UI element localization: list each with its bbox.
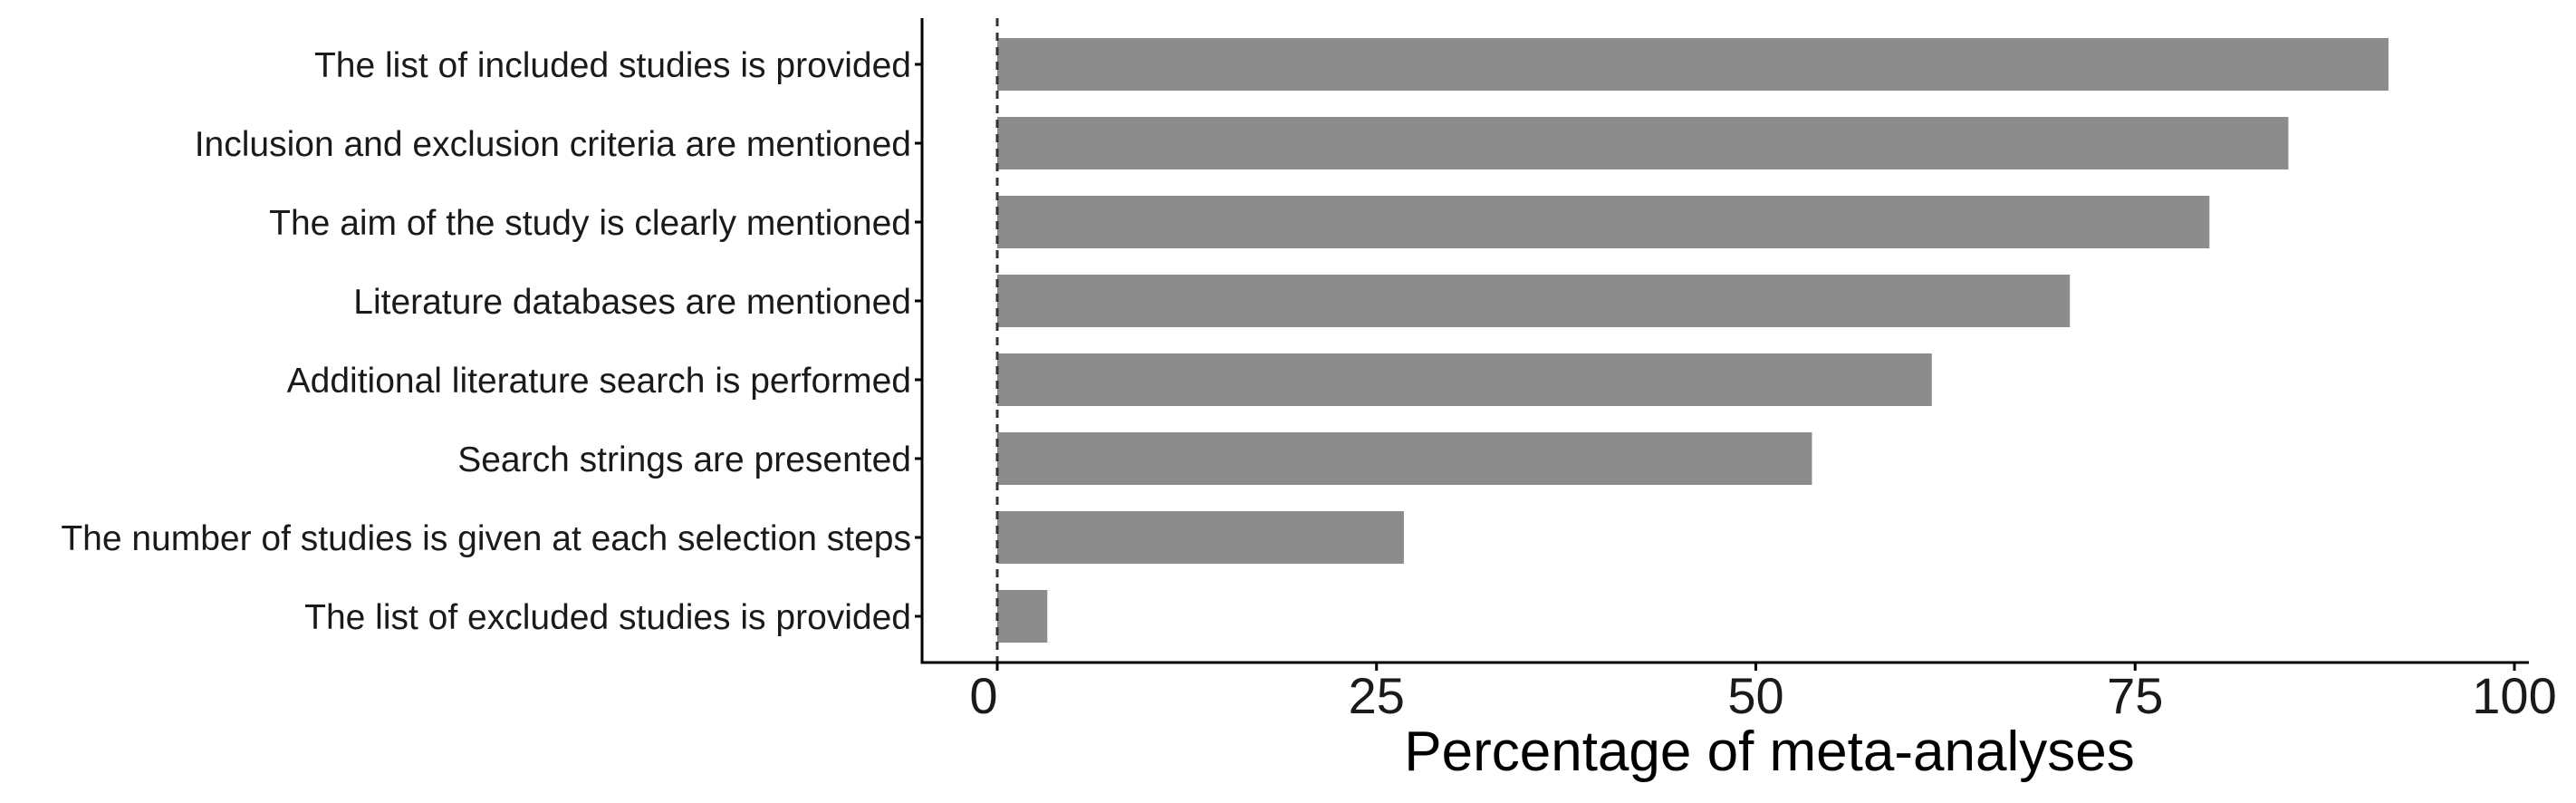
bar	[997, 196, 2210, 248]
category-label: Literature databases are mentioned	[353, 283, 911, 322]
bar	[997, 275, 2071, 327]
category-label: Additional literature search is performe…	[287, 362, 911, 401]
bar	[997, 353, 1932, 406]
bar	[997, 117, 2289, 169]
x-tick-label: 50	[1727, 667, 1783, 724]
x-tick-label: 25	[1349, 667, 1405, 724]
x-axis-title: Percentage of meta-analyses	[1404, 721, 2134, 783]
category-label: Inclusion and exclusion criteria are men…	[195, 125, 911, 164]
category-label: The number of studies is given at each s…	[61, 519, 911, 558]
bar	[997, 590, 1048, 643]
category-label: The list of included studies is provided	[314, 46, 911, 85]
bar	[997, 511, 1404, 564]
bar	[997, 38, 2389, 91]
category-labels: The list of included studies is provided…	[61, 46, 911, 637]
x-axis-tick-labels: 0 25 50 75 100	[969, 667, 2556, 724]
category-label: The aim of the study is clearly mentione…	[269, 204, 911, 243]
x-tick-label: 75	[2107, 667, 2163, 724]
category-label: Search strings are presented	[457, 440, 911, 479]
x-tick-label: 0	[969, 667, 997, 724]
x-tick-label: 100	[2472, 667, 2556, 724]
x-axis-ticks	[995, 663, 2516, 671]
bar	[997, 432, 1812, 485]
y-axis-ticks	[915, 63, 922, 618]
bars-group	[997, 38, 2389, 643]
category-label: The list of excluded studies is provided	[304, 598, 911, 637]
